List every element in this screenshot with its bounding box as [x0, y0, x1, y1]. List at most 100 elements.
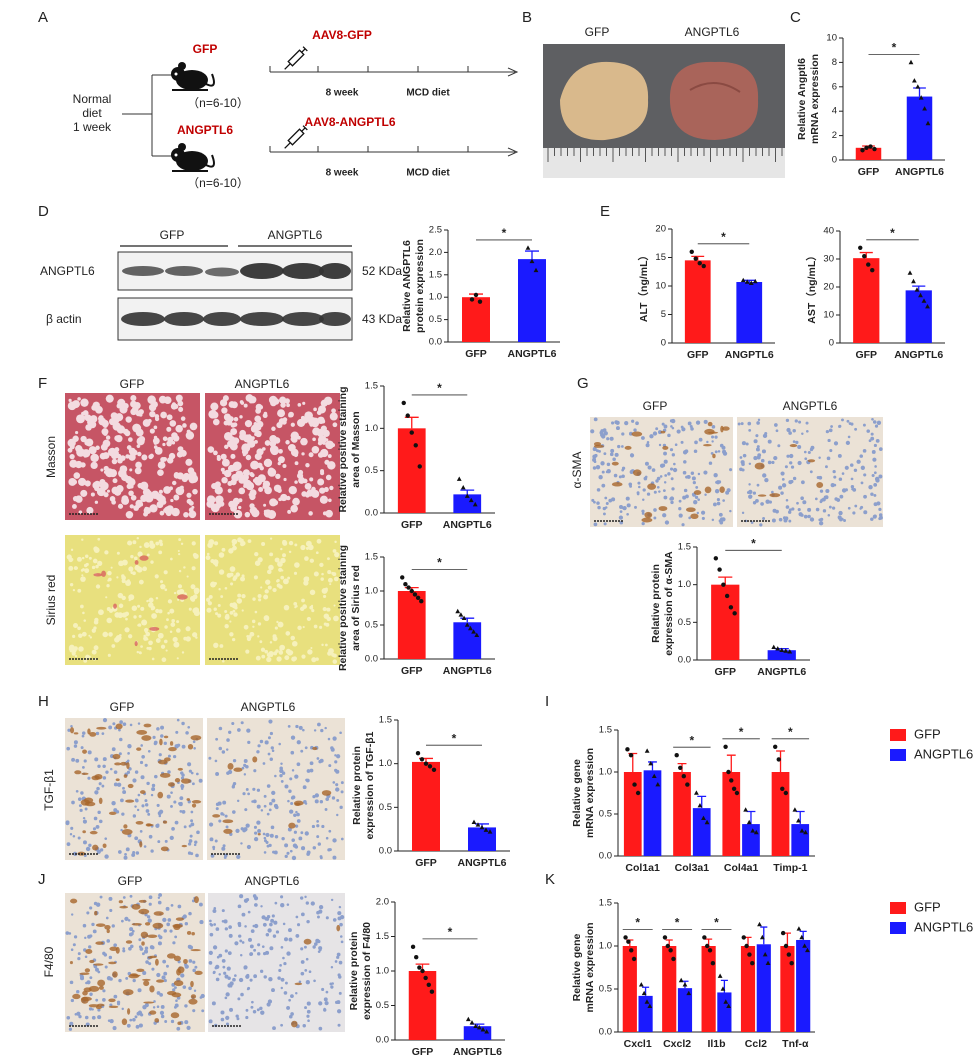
nucleus: [288, 1014, 293, 1019]
nucleus: [798, 512, 803, 517]
stain: [662, 445, 669, 450]
stain: [121, 1018, 128, 1026]
data-point: [427, 764, 433, 769]
nucleus: [134, 770, 139, 774]
nucleus: [729, 509, 732, 513]
nucleus: [269, 731, 273, 736]
nucleus: [65, 931, 70, 935]
nucleus: [302, 1024, 306, 1028]
data-point: [460, 485, 466, 490]
nucleus: [85, 846, 91, 852]
vacuole: [149, 410, 156, 418]
nucleus: [118, 978, 122, 983]
stain: [106, 929, 110, 934]
data-point: [626, 939, 631, 944]
stain: [138, 899, 147, 903]
nucleus: [129, 894, 133, 898]
vacuole: [175, 424, 183, 433]
vacuole: [112, 478, 118, 484]
nucleus: [313, 729, 317, 732]
spot: [92, 558, 98, 564]
y-tick-label: 8: [832, 57, 837, 68]
data-point: [747, 952, 752, 957]
nucleus: [262, 922, 267, 927]
nucleus: [701, 510, 706, 515]
vacuole: [319, 487, 326, 494]
nucleus: [592, 466, 597, 470]
vacuole: [210, 503, 220, 513]
stain: [127, 783, 134, 789]
data-point: [723, 999, 729, 1004]
nucleus: [209, 919, 212, 923]
bar: [518, 259, 546, 342]
nucleus: [703, 419, 708, 424]
spot: [291, 656, 297, 662]
nucleus: [845, 440, 851, 445]
vacuole: [189, 422, 198, 431]
nucleus: [157, 941, 162, 946]
nucleus: [190, 819, 194, 823]
stain: [170, 1012, 180, 1019]
spot: [128, 634, 133, 639]
nucleus: [119, 737, 123, 742]
nucleus: [127, 919, 131, 922]
nucleus: [174, 935, 178, 939]
bar: [673, 772, 691, 856]
nucleus: [748, 489, 753, 495]
spot: [219, 644, 224, 648]
nucleus: [174, 1003, 179, 1008]
nucleus: [275, 930, 280, 934]
vacuole: [223, 469, 232, 478]
spot: [303, 576, 310, 583]
nucleus: [866, 429, 870, 433]
row-label: Sirius red: [44, 575, 58, 626]
vacuole: [80, 398, 89, 407]
vacuole: [300, 437, 308, 446]
nucleus: [208, 822, 214, 827]
nucleus: [595, 449, 600, 453]
nucleus: [249, 978, 253, 982]
spot: [326, 616, 331, 622]
nucleus: [604, 496, 608, 500]
vacuole: [102, 452, 110, 460]
stain: [155, 958, 159, 966]
nucleus: [298, 836, 303, 841]
nucleus: [181, 809, 186, 814]
nucleus: [687, 421, 692, 426]
data-point: [431, 767, 437, 772]
spot: [150, 560, 154, 564]
vacuole: [294, 480, 298, 484]
nucleus: [91, 922, 95, 927]
spot: [288, 540, 294, 546]
nucleus: [335, 787, 340, 792]
stain: [181, 844, 188, 848]
spot: [137, 604, 141, 608]
stain: [159, 772, 171, 778]
nucleus: [692, 493, 696, 497]
vacuole: [130, 408, 138, 416]
vacuole: [157, 469, 164, 477]
nucleus: [338, 975, 342, 979]
nucleus: [600, 461, 605, 466]
nucleus: [273, 920, 278, 925]
nucleus: [71, 757, 75, 762]
data-point: [681, 774, 686, 779]
nucleus: [184, 1004, 188, 1008]
data-point: [925, 304, 930, 309]
bar: [742, 824, 760, 856]
nucleus: [267, 752, 271, 756]
vacuole: [219, 399, 228, 407]
nucleus: [280, 986, 284, 990]
stain: [191, 931, 195, 936]
vacuole: [325, 509, 333, 518]
nucleus: [316, 757, 320, 760]
stain: [288, 822, 296, 829]
stain: [82, 749, 87, 754]
data-point: [668, 948, 673, 953]
vacuole: [273, 484, 282, 492]
nucleus: [224, 949, 228, 953]
nucleus: [339, 935, 343, 938]
y-tick-label: 0.0: [599, 1027, 612, 1038]
spot: [176, 628, 181, 633]
nucleus: [834, 497, 838, 501]
